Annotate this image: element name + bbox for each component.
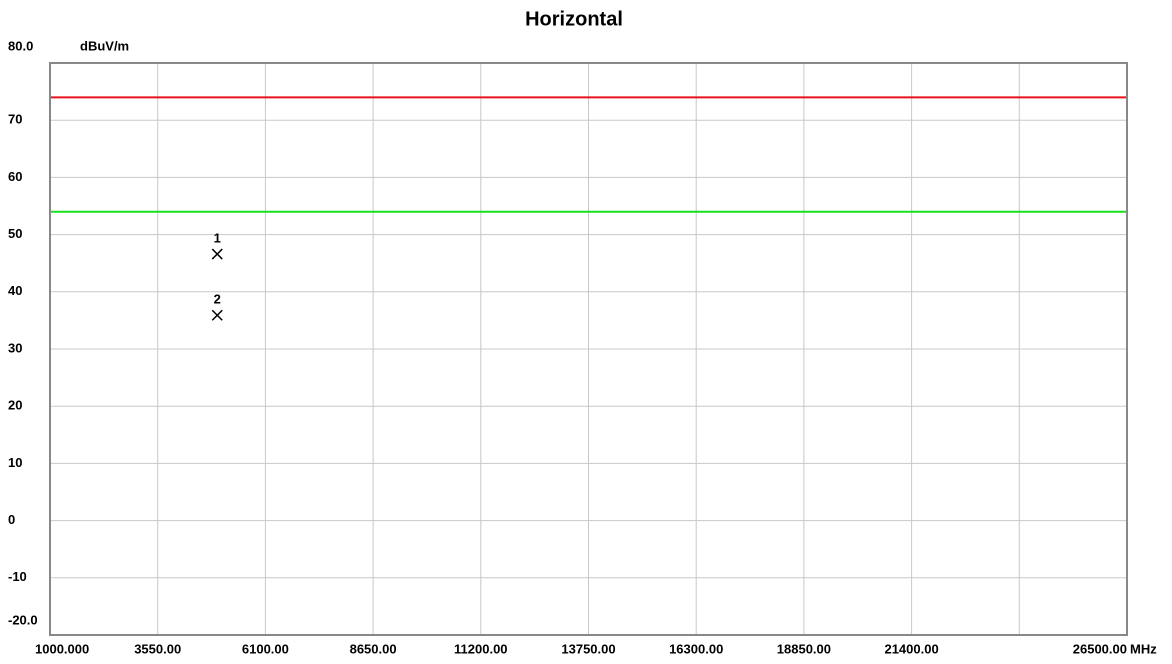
x-tick-label: 21400.00 — [884, 641, 938, 656]
y-tick-label: 50 — [8, 226, 22, 241]
y-tick-label: 40 — [8, 283, 22, 298]
marker-stroke — [211, 248, 223, 260]
x-tick-label: 3550.00 — [134, 641, 181, 656]
marker-label: 2 — [214, 292, 221, 307]
x-tick-label: 1000.000 — [35, 641, 89, 656]
marker — [211, 248, 223, 260]
marker-stroke — [211, 309, 223, 321]
marker-label: 1 — [214, 230, 221, 245]
y-unit: dBuV/m — [80, 38, 129, 53]
chart-title: Horizontal — [525, 8, 623, 30]
y-tick-label: -10 — [8, 569, 27, 584]
y-tick-label: 80.0 — [8, 38, 33, 53]
x-unit: MHz — [1130, 641, 1157, 656]
y-tick-label: 0 — [8, 512, 15, 527]
x-tick-label: 16300.00 — [669, 641, 723, 656]
x-tick-label: 11200.00 — [454, 641, 508, 656]
y-tick-label: 30 — [8, 340, 22, 355]
y-tick-label: 20 — [8, 398, 22, 413]
x-tick-label: 26500.00 — [1073, 641, 1127, 656]
y-tick-label: -20.0 — [8, 612, 38, 627]
x-tick-label: 13750.00 — [561, 641, 615, 656]
marks — [50, 96, 1127, 321]
y-tick-label: 10 — [8, 455, 22, 470]
x-tick-label: 18850.00 — [777, 641, 831, 656]
y-tick-label: 70 — [8, 112, 22, 127]
x-tick-label: 8650.00 — [350, 641, 397, 656]
y-tick-label: 60 — [8, 169, 22, 184]
grid — [49, 62, 1128, 636]
plot-border — [49, 62, 1128, 636]
marker — [211, 309, 223, 321]
x-tick-label: 6100.00 — [242, 641, 289, 656]
